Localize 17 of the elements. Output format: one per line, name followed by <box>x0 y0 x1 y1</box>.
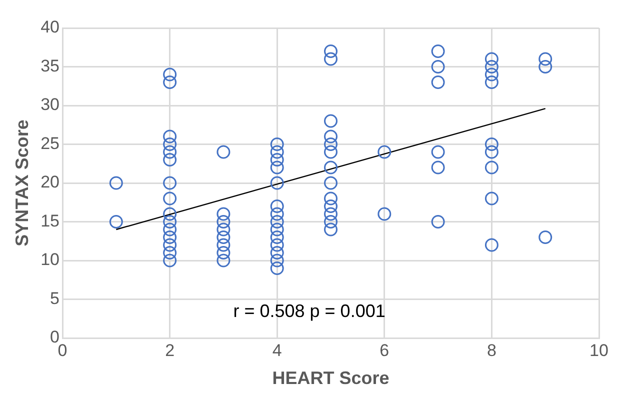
y-tick-label: 25 <box>40 134 60 153</box>
x-tick-label: 4 <box>272 340 282 360</box>
y-axis-title: SYNTAX Score <box>12 120 32 246</box>
y-tick-label: 30 <box>40 95 60 114</box>
y-tick-label: 5 <box>50 288 60 308</box>
x-tick-label: 2 <box>165 340 175 360</box>
x-tick-label: 10 <box>590 340 608 360</box>
y-tick-label: 20 <box>40 172 60 192</box>
x-tick-label: 6 <box>380 340 390 360</box>
y-tick-label: 0 <box>50 328 60 347</box>
y-tick-label: 15 <box>40 211 60 230</box>
x-tick-label: 8 <box>486 340 496 360</box>
y-tick-label: 35 <box>40 56 60 76</box>
annotation: r = 0.508 p = 0.001 <box>233 300 386 321</box>
y-tick-label: 40 <box>40 18 60 37</box>
x-axis-title: HEART Score <box>272 368 390 388</box>
y-tick-label: 10 <box>40 250 60 270</box>
